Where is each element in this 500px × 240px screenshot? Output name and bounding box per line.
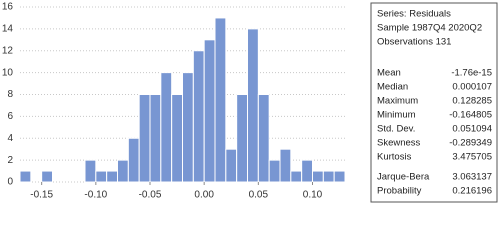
bar	[247, 28, 259, 183]
bar	[160, 72, 173, 183]
bar	[171, 94, 184, 183]
y-tick-label: 10	[2, 67, 14, 78]
bar	[41, 170, 54, 183]
stat-label: Maximum	[377, 96, 418, 107]
bar	[192, 50, 205, 183]
bar	[268, 159, 281, 183]
bar	[322, 170, 335, 183]
y-tick-label: 14	[2, 24, 14, 35]
test-value: 0.216196	[452, 186, 492, 197]
bar	[138, 94, 151, 183]
x-tick-label: 0.10	[303, 190, 323, 201]
test-value: 3.063137	[452, 172, 492, 183]
test-label: Probability	[377, 186, 422, 197]
x-tick-label: -0.05	[139, 190, 162, 201]
bar	[19, 170, 32, 183]
stats-header: Observations 131	[377, 37, 451, 48]
stat-label: Skewness	[377, 138, 421, 149]
bar	[236, 94, 249, 183]
y-tick-label: 4	[7, 133, 13, 144]
stat-value: 0.000107	[452, 82, 492, 93]
stat-label: Mean	[377, 68, 401, 79]
bar	[203, 39, 216, 183]
bar	[182, 72, 194, 183]
stat-value: -0.289349	[449, 138, 492, 149]
bar	[127, 137, 140, 183]
bar	[290, 170, 303, 183]
bar	[95, 170, 108, 183]
stat-value: -0.164805	[449, 110, 492, 121]
x-tick-label: -0.15	[30, 190, 53, 201]
bar	[225, 148, 238, 183]
bar	[214, 17, 227, 183]
test-label: Jarque-Bera	[377, 172, 430, 183]
bar	[333, 170, 346, 183]
stats-box	[370, 2, 498, 203]
bar	[117, 159, 129, 183]
stats-header: Sample 1987Q4 2020Q2	[377, 23, 482, 34]
y-tick-label: 16	[2, 2, 14, 13]
stats-header: Series: Residuals	[377, 9, 451, 20]
bar	[301, 159, 313, 183]
stat-value: 0.051094	[452, 124, 492, 135]
bar	[257, 94, 270, 183]
chart: 0 2 4 6 8 10 12 14 16 -0.15 -0.10 -0.05 0.00 0.05 0.10…	[2, 2, 498, 203]
stat-label: Minimum	[377, 110, 416, 121]
page: 0 2 4 6 8 10 12 14 16 -0.15 -0.10 -0.05 0.00 0.05 0.10…	[1, 1, 498, 203]
y-tick-label: 8	[7, 89, 13, 100]
stat-label: Median	[377, 82, 408, 93]
y-tick-label: 2	[7, 155, 13, 166]
stat-value: -1.76e-15	[451, 68, 492, 79]
bar	[106, 170, 118, 183]
bar	[279, 148, 292, 183]
x-tick-label: 0.05	[249, 190, 269, 201]
stat-label: Std. Dev.	[377, 124, 415, 135]
stat-value: 0.128285	[452, 96, 492, 107]
y-tick-label: 12	[2, 45, 14, 56]
bar	[84, 159, 97, 183]
bar	[312, 170, 324, 183]
x-tick-label: 0.00	[194, 190, 214, 201]
stat-label: Kurtosis	[377, 152, 412, 163]
y-tick-label: 6	[7, 111, 13, 122]
bar	[149, 94, 162, 183]
y-tick-label: 0	[7, 177, 13, 188]
stat-value: 3.475705	[452, 152, 492, 163]
x-tick-label: -0.10	[84, 190, 107, 201]
